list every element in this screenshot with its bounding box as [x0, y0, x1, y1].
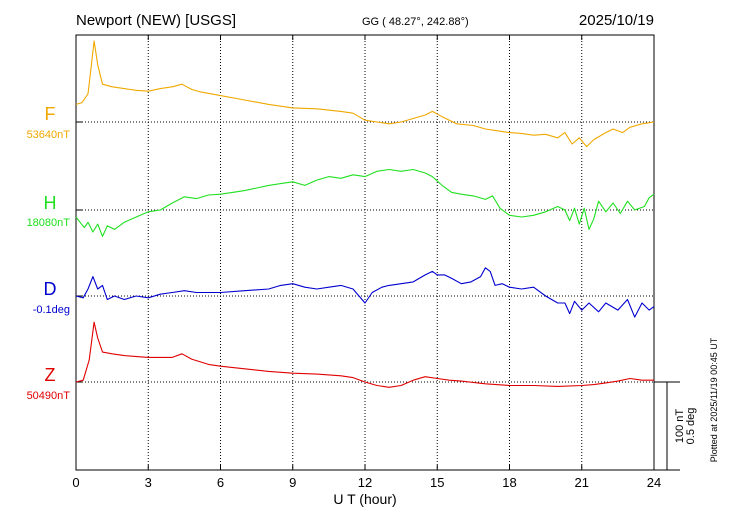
series-baseline-z: 50490nT	[27, 390, 71, 402]
x-axis: 0 3 6 9 12 15 18 21 24	[72, 35, 661, 490]
x-tick-label: 3	[145, 475, 152, 490]
series-line-f	[75, 40, 655, 148]
series-name-f: F	[45, 104, 56, 124]
series-baseline-f: 53640nT	[27, 129, 71, 141]
plot-date: 2025/10/19	[579, 12, 654, 29]
series-lines	[75, 40, 655, 388]
x-tick-label: 12	[358, 475, 372, 490]
x-tick-label: 6	[217, 475, 224, 490]
series-labels: F 53640nT H 18080nT D -0.1deg Z 50490nT	[27, 104, 71, 402]
scale-bar: 100 nT 0.5 deg	[654, 381, 697, 471]
scale-label-nt: 100 nT	[674, 409, 686, 444]
x-tick-label: 24	[647, 475, 661, 490]
series-name-d: D	[44, 279, 57, 299]
x-axis-label: U T (hour)	[333, 491, 396, 507]
x-tick-label: 21	[575, 475, 589, 490]
scale-label-deg: 0.5 deg	[685, 408, 697, 445]
station-title: Newport (NEW) [USGS]	[76, 12, 236, 29]
series-name-z: Z	[45, 365, 56, 385]
grid	[147, 35, 583, 470]
x-tick-label: 18	[502, 475, 516, 490]
series-line-z	[75, 321, 654, 388]
x-tick-label: 15	[430, 475, 444, 490]
series-baseline-d: -0.1deg	[33, 304, 70, 316]
series-baseline-h: 18080nT	[27, 217, 71, 229]
x-tick-label: 0	[72, 475, 79, 490]
x-tick-label: 9	[289, 475, 296, 490]
series-name-h: H	[44, 193, 57, 213]
series-line-d	[75, 267, 655, 318]
series-line-h	[75, 168, 655, 237]
plotted-timestamp: Plotted at 2025/11/19 00:45 UT	[709, 337, 719, 462]
station-coords: GG ( 48.27°, 242.88°)	[362, 16, 469, 28]
